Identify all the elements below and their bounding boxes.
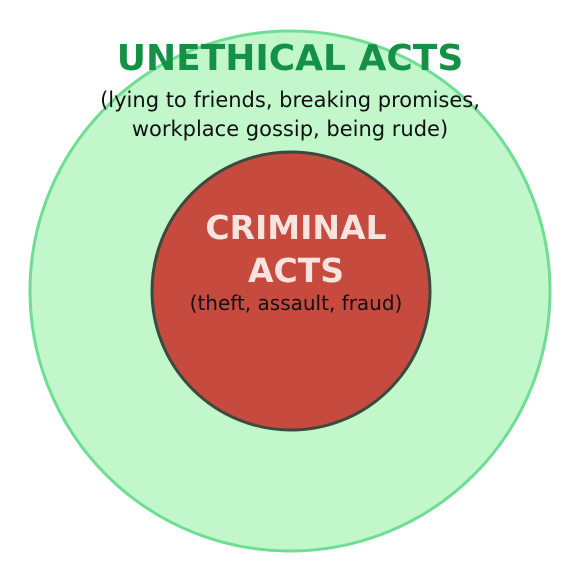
inner-examples: (theft, assault, fraud) — [190, 291, 403, 315]
outer-title: UNETHICAL ACTS — [117, 38, 464, 79]
inner-title-line-1: CRIMINAL — [205, 208, 386, 247]
outer-examples-line-1: (lying to friends, breaking promises, — [100, 88, 480, 112]
outer-examples-line-2: workplace gossip, being rude) — [132, 117, 448, 141]
inner-circle-criminal-acts — [150, 150, 432, 432]
inner-title-line-2: ACTS — [248, 251, 344, 290]
